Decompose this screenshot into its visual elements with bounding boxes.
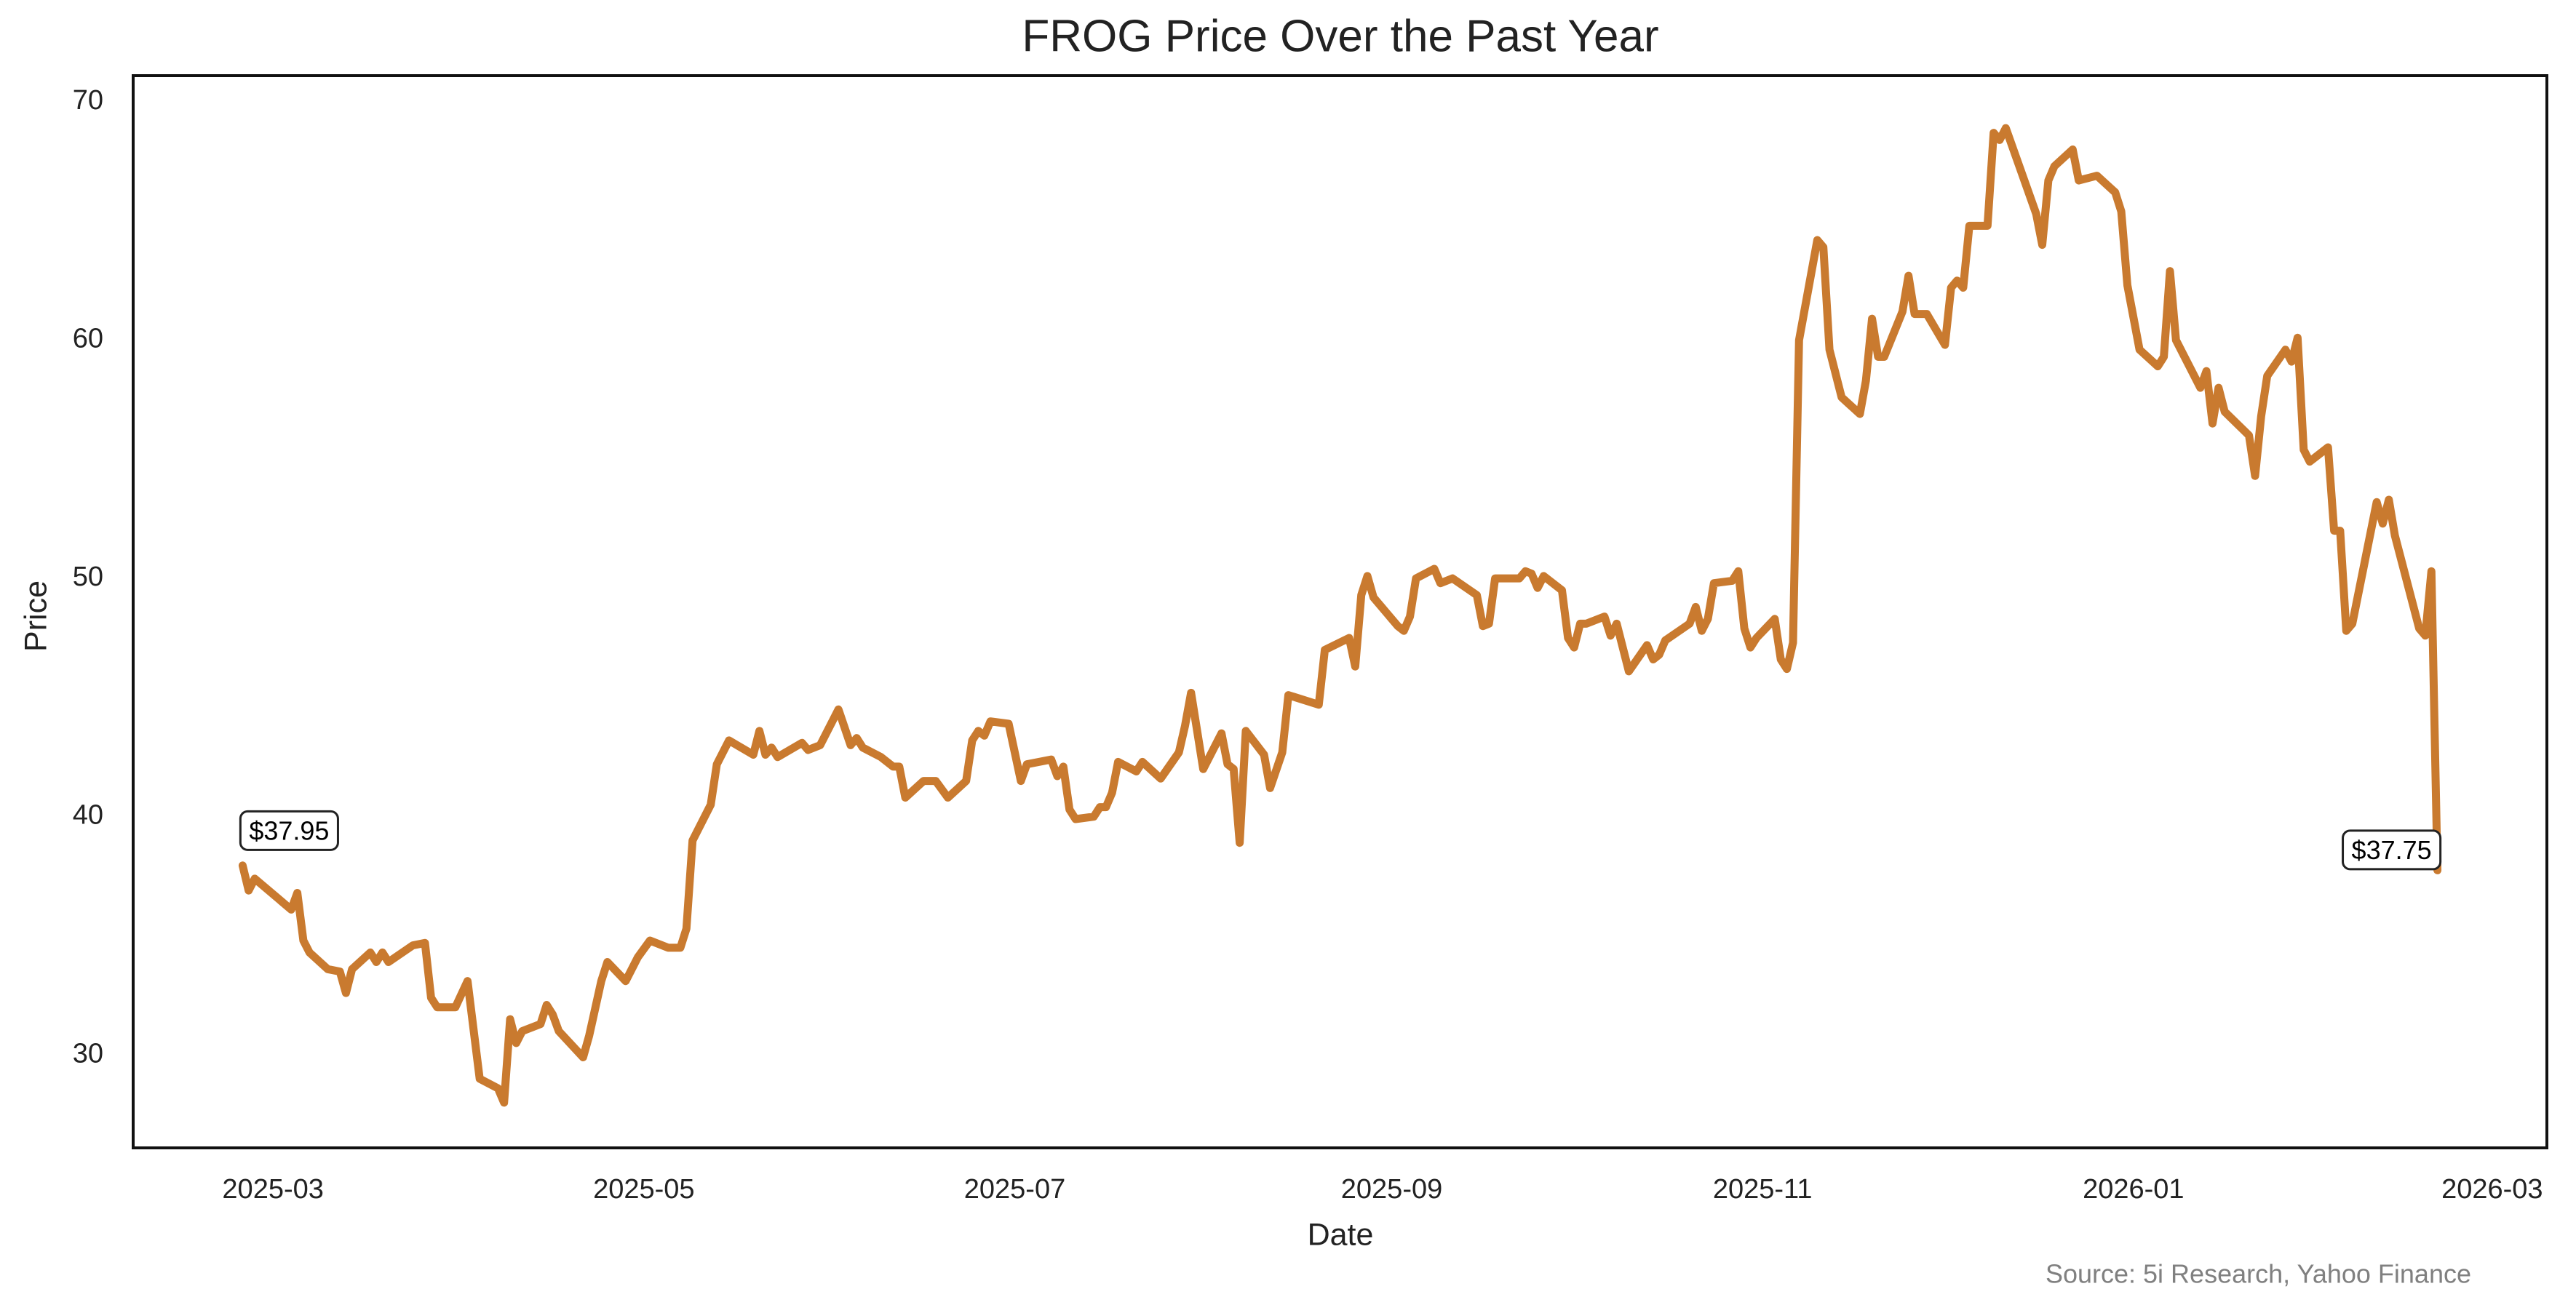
x-tick-label: 2026-01: [2083, 1174, 2184, 1205]
x-tick-label: 2026-03: [2441, 1174, 2543, 1205]
annotation-label: $37.95: [249, 815, 329, 845]
y-tick-label: 50: [73, 562, 103, 592]
y-tick-label: 40: [73, 800, 103, 831]
annotation: $37.95: [239, 810, 339, 851]
x-axis-label: Date: [1308, 1217, 1374, 1252]
annotation-label: $37.75: [2352, 835, 2432, 865]
x-tick-label: 2025-09: [1341, 1174, 1442, 1205]
y-tick-label: 70: [73, 85, 103, 116]
x-tick-label: 2025-07: [964, 1174, 1065, 1205]
x-tick-label: 2025-03: [222, 1174, 323, 1205]
annotation-box: [239, 810, 339, 851]
x-tick-label: 2025-11: [1713, 1174, 1813, 1205]
price-line: [238, 124, 2442, 1107]
x-tick-label: 2025-05: [593, 1174, 694, 1205]
chart-title: FROG Price Over the Past Year: [1022, 11, 1658, 61]
plot-frame: [132, 74, 2548, 1149]
y-tick-label: 30: [73, 1038, 103, 1069]
source-note: Source: 5i Research, Yahoo Finance: [2046, 1259, 2471, 1289]
annotation-box: [2342, 829, 2442, 871]
y-tick-label: 60: [73, 324, 103, 354]
annotation: $37.75: [2342, 829, 2442, 871]
y-axis-label: Price: [18, 580, 53, 652]
